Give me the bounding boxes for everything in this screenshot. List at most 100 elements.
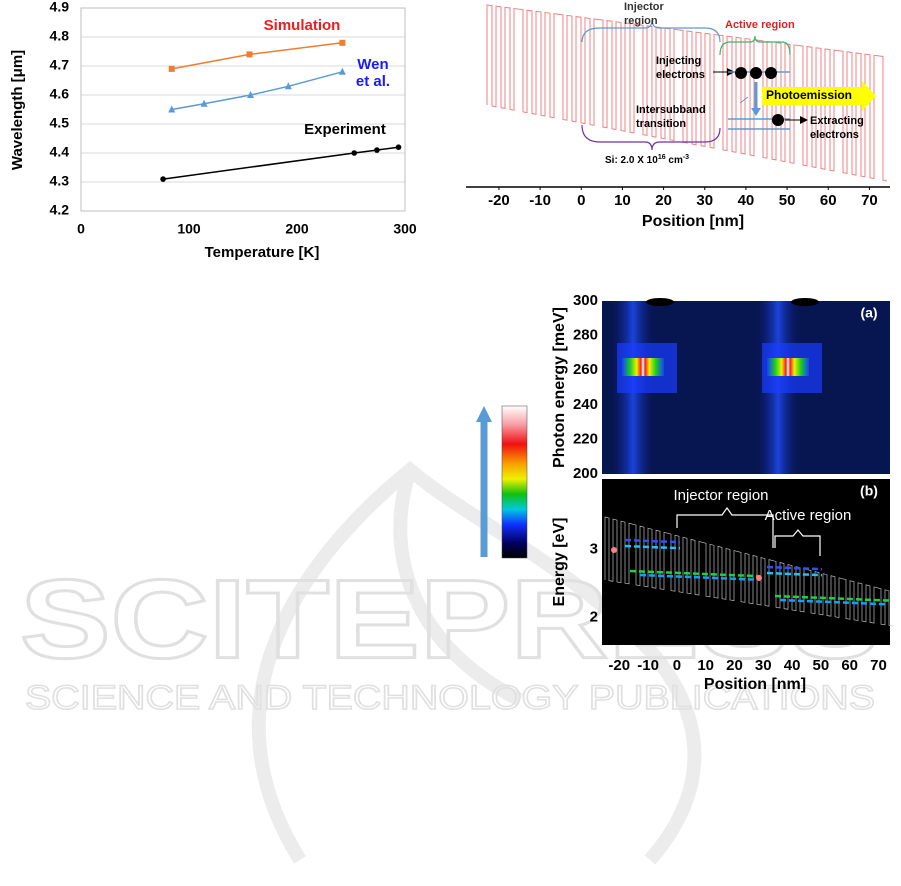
x-tick-label: 0 [673, 657, 681, 674]
annotation: Photoemission [766, 88, 852, 102]
band-diagram: -20 -10 0 10 20 30 40 50 60 70 Position [nm] Inject… [466, 1, 890, 230]
annotation: Injector region [673, 487, 768, 504]
marker [338, 67, 346, 75]
x-tick-label: 200 [285, 221, 309, 237]
x-tick-label: 0 [577, 192, 585, 209]
electron [750, 67, 762, 79]
x-tick-label: 30 [755, 657, 772, 674]
y-tick-label: 260 [573, 361, 598, 378]
marker [339, 39, 346, 46]
x-tick-label: -20 [488, 192, 510, 209]
series-label: Experiment [304, 121, 386, 138]
annotation: Extracting electrons [810, 115, 864, 141]
electron [735, 67, 747, 79]
y-tick-label: 300 [573, 292, 598, 309]
subband [639, 573, 756, 581]
bracket [719, 35, 791, 56]
x-tick-label: 300 [393, 221, 417, 237]
annotation: Active region [725, 19, 795, 31]
y-axis-label: Photon energy [meV] [551, 307, 568, 468]
y-tick-label: 4.8 [50, 28, 70, 44]
x-tick-label: 70 [870, 657, 887, 674]
photoemission-arrow [762, 81, 876, 111]
heatmap-background [602, 479, 890, 645]
subband [624, 538, 681, 544]
y-tick-label: 4.4 [50, 144, 70, 160]
x-axis-label: Temperature [K] [205, 244, 320, 261]
subband [766, 571, 823, 577]
transition-head [751, 108, 761, 116]
x-tick-label: 20 [655, 192, 672, 209]
subband [629, 569, 761, 578]
panel-label: (a) [860, 305, 877, 321]
heatmap-a: 200 220 240 260 280 300 Photon energy [meV] (a) [551, 292, 890, 482]
bracket [581, 124, 721, 151]
subband [774, 594, 891, 602]
subband [779, 598, 889, 606]
subband [624, 544, 681, 550]
bracket [581, 19, 721, 43]
panel-label: (b) [860, 483, 878, 499]
y-tick-label: 220 [573, 430, 598, 447]
x-axis-label: Position [nm] [642, 213, 744, 230]
colorbar [476, 405, 528, 559]
marker [395, 144, 402, 150]
heatmap-dark [791, 298, 819, 306]
x-tick-label: 40 [738, 192, 755, 209]
y-tick-label: 4.2 [50, 202, 70, 218]
electron [772, 114, 784, 126]
marker [168, 65, 175, 72]
annotation-part: 16 [658, 154, 666, 161]
y-tick-label: 240 [573, 396, 598, 413]
marker [168, 105, 176, 113]
state-peak [756, 575, 762, 581]
watermark-tagline: SCIENCE AND TECHNOLOGY PUBLICATIONS [25, 679, 875, 717]
y-tick-label: 280 [573, 327, 598, 344]
x-tick-label: 50 [813, 657, 830, 674]
annotation: Active region [765, 507, 852, 524]
x-tick-label: 30 [696, 192, 713, 209]
marker [374, 147, 380, 153]
series-line [171, 42, 343, 70]
y-tick-label: 4.6 [50, 86, 70, 102]
annotation-part: -3 [683, 154, 689, 161]
heatmap-dark [646, 298, 674, 306]
x-tick-label: -20 [608, 657, 630, 674]
y-tick-label: 200 [573, 465, 598, 482]
marker [351, 150, 358, 156]
marker [200, 99, 208, 107]
bracket [774, 529, 821, 556]
x-tick-label: 0 [77, 221, 85, 237]
heatmap-peak [622, 358, 664, 376]
y-axis-label: Energy [eV] [551, 518, 568, 607]
x-tick-label: -10 [637, 657, 659, 674]
band-outline [604, 516, 894, 627]
marker [160, 176, 166, 182]
state-peak [611, 547, 617, 553]
x-tick-label: 70 [861, 192, 878, 209]
y-tick-label: 3 [590, 540, 598, 557]
x-tick-label: 50 [779, 192, 796, 209]
colorbar-arrow-head [476, 406, 492, 422]
band-profile [486, 4, 888, 182]
series-label: Wen et al. [356, 56, 390, 90]
x-tick-label: -10 [529, 192, 551, 209]
x-tick-label: 60 [820, 192, 837, 209]
marker [284, 82, 292, 90]
annotation-part: Si: 2.0 X 10 [605, 155, 658, 166]
x-tick-label: 100 [177, 221, 201, 237]
x-axis-label: Position [nm] [704, 676, 806, 693]
series-label: Simulation [264, 17, 341, 34]
marker [247, 91, 255, 98]
heatmap-b: Injector region Active region -20 -10 0 10 20 3… [551, 479, 894, 693]
marker [246, 51, 253, 58]
subband [766, 565, 823, 571]
arrow [739, 96, 749, 104]
annotation: Intersubband transition [636, 104, 706, 130]
y-tick-label: 4.7 [50, 57, 70, 73]
wavelength-chart: 4.2 4.3 4.4 4.5 4.6 4.7 4.8 4.9 0 100 200 300 Temper… [9, 0, 417, 261]
annotation-part: cm [666, 155, 683, 166]
series-line [162, 146, 399, 180]
annotation: Si: 2.0 X 1016 cm-3 [605, 154, 689, 166]
